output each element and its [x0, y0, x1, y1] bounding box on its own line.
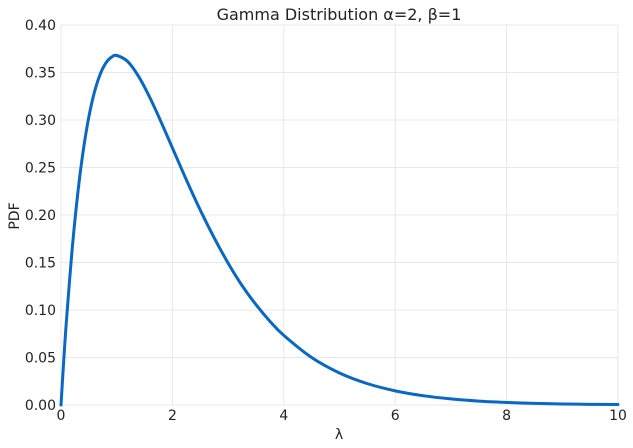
series-layer — [59, 53, 620, 407]
x-tick-label: 4 — [279, 408, 288, 424]
x-tick-label: 2 — [168, 408, 177, 424]
y-tick-label: 0.25 — [25, 161, 56, 177]
x-tick-label: 6 — [391, 408, 400, 424]
x-tick-label: 8 — [502, 408, 511, 424]
chart-title: Gamma Distribution α=2, β=1 — [217, 5, 462, 24]
x-tick-labels: 0 2 4 6 8 10 — [57, 408, 627, 424]
grid-lines — [60, 24, 619, 406]
y-tick-label: 0.15 — [25, 256, 56, 272]
y-tick-label: 0.40 — [25, 18, 56, 34]
y-tick-labels: 0.00 0.05 0.10 0.15 0.20 0.25 0.30 0.35 0.40 — [25, 18, 56, 414]
y-axis-label: PDF — [7, 202, 23, 229]
y-tick-label: 0.20 — [25, 208, 56, 224]
pdf-curve-line — [59, 53, 620, 407]
x-tick-label: 10 — [609, 408, 627, 424]
y-tick-label: 0.00 — [25, 398, 56, 414]
y-tick-label: 0.35 — [25, 66, 56, 82]
y-tick-label: 0.30 — [25, 113, 56, 129]
y-tick-label: 0.05 — [25, 351, 56, 367]
x-tick-label: 0 — [57, 408, 66, 424]
y-tick-label: 0.10 — [25, 303, 56, 319]
x-axis-label: λ — [335, 427, 343, 443]
